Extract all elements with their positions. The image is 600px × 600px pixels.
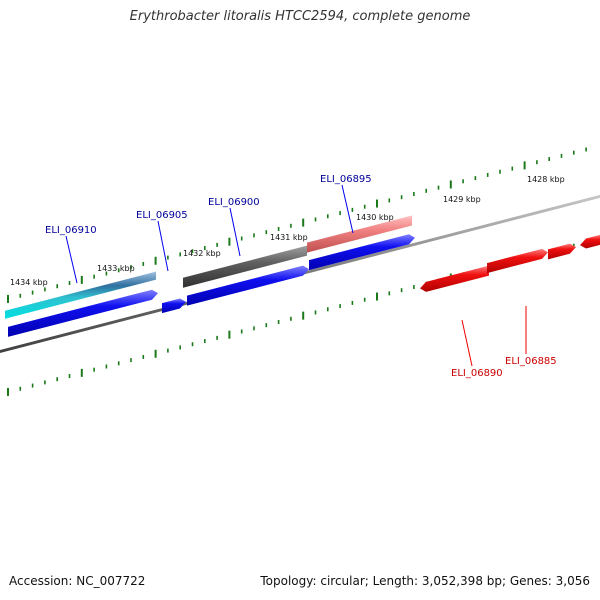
accession-text: Accession: NC_007722 [9, 574, 146, 588]
gene-leader-line [65, 235, 78, 284]
gene-label-ELI_06890: ELI_06890 [451, 368, 503, 379]
gene-ELI_06905 [162, 298, 186, 314]
map-title: Erythrobacter litoralis HTCC2594, comple… [129, 9, 471, 24]
labels: 1434 kbp 1433 kbp 1432 kbp 1431 kbp 1430 kbp… [10, 174, 565, 379]
gene-leader-line [461, 319, 473, 367]
feature-ELI_06900 [183, 245, 307, 288]
gene-leader-line [341, 184, 354, 234]
scale-label: 1428 kbp [527, 175, 565, 184]
scale-label: 1433 kbp [97, 264, 135, 273]
gene-label-ELI_06905: ELI_06905 [136, 210, 188, 221]
gene-ELI_06900 [187, 265, 309, 306]
scale-label: 1432 kbp [183, 249, 221, 258]
gene-label-ELI_06885: ELI_06885 [505, 356, 557, 367]
gene-ELI_06890 [420, 265, 489, 292]
gene-label-ELI_06900: ELI_06900 [208, 197, 260, 208]
scale-label: 1434 kbp [10, 278, 48, 287]
gene-label-ELI_06895: ELI_06895 [320, 174, 372, 185]
gene-red-4 [580, 234, 600, 249]
genome-stats-text: Topology: circular; Length: 3,052,398 bp… [260, 574, 590, 588]
scale-label: 1430 kbp [356, 213, 394, 222]
scale-label: 1431 kbp [270, 233, 308, 242]
gene-red-3 [548, 243, 576, 260]
gene-ELI_06910 [8, 289, 158, 337]
gene-ELI_06885 [487, 248, 548, 274]
scale-ticks [7, 147, 587, 396]
gene-label-ELI_06910: ELI_06910 [45, 225, 97, 236]
gene-ELI_06895 [309, 234, 415, 271]
scale-label: 1429 kbp [443, 195, 481, 204]
gene-tracks [0, 194, 600, 353]
feature-ELI_06895 [307, 215, 412, 253]
gene-leader-line [157, 220, 169, 272]
feature-ELI_06910 [5, 271, 156, 319]
gene-leader-line [229, 207, 241, 257]
